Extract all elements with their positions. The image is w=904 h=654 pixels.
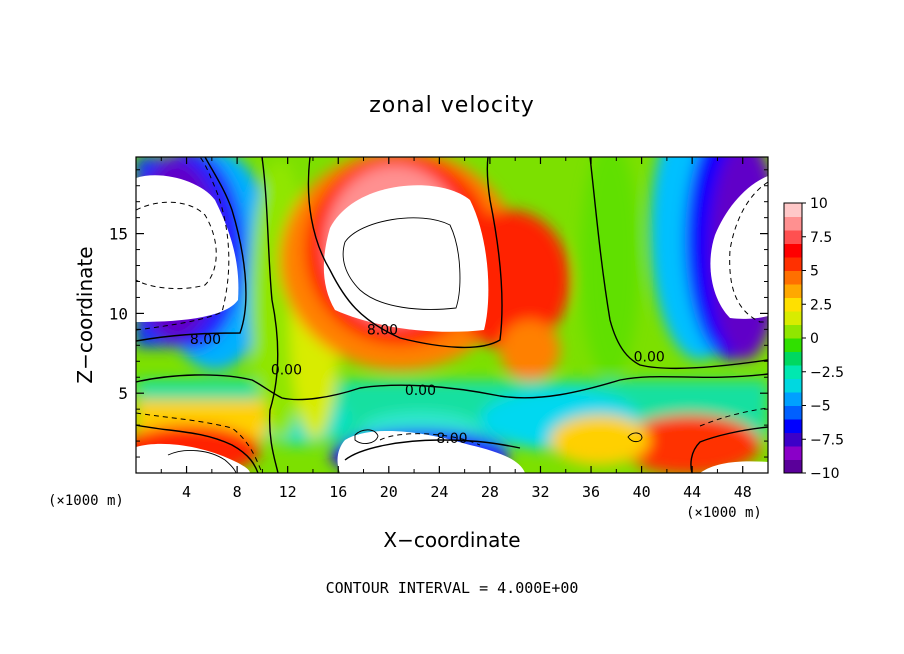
- colorbar-swatch: [784, 406, 802, 420]
- colorbar-swatch: [784, 271, 802, 285]
- x-tick-label: 44: [683, 483, 701, 501]
- colorbar-swatch: [784, 284, 802, 298]
- colorbar-tick-label: −5: [810, 399, 831, 415]
- colorbar-tick-label: 7.5: [810, 230, 832, 246]
- x-tick-label: 8: [233, 483, 242, 501]
- colorbar-swatch: [784, 365, 802, 379]
- contour-label: 8.00: [367, 322, 398, 338]
- colorbar-swatch: [784, 217, 802, 231]
- colorbar-swatch: [784, 392, 802, 406]
- colorbar-swatch: [784, 298, 802, 312]
- x-unit-label-left: (×1000 m): [48, 493, 124, 509]
- contour-label: 8.00: [436, 431, 467, 447]
- colorbar: 10 7.5 5 2.5 0 −2.5 −5 −7.5 −10: [784, 196, 844, 482]
- colorbar-tick-label: 2.5: [810, 297, 832, 313]
- x-tick-label: 28: [481, 483, 499, 501]
- colorbar-swatch: [784, 446, 802, 460]
- x-tick-label: 16: [329, 483, 347, 501]
- colorbar-swatch: [784, 257, 802, 271]
- colorbar-tick-label: 0: [810, 331, 819, 347]
- colorbar-tick-label: −2.5: [810, 365, 844, 381]
- x-tick-label: 36: [582, 483, 600, 501]
- y-tick-label: 5: [118, 384, 128, 403]
- x-tick-label: 32: [531, 483, 549, 501]
- contour-label: 0.00: [271, 362, 302, 378]
- y-tick-label: 10: [109, 304, 128, 323]
- contour-label: 0.00: [405, 383, 436, 399]
- x-tick-label: 12: [279, 483, 297, 501]
- y-axis-title: Z−coordinate: [73, 246, 97, 383]
- x-tick-label: 4: [182, 483, 191, 501]
- x-tick-label: 24: [430, 483, 448, 501]
- colorbar-swatch: [784, 338, 802, 352]
- contour-label: 8.00: [190, 332, 221, 348]
- colorbar-swatch: [784, 419, 802, 433]
- chart-title: zonal velocity: [369, 93, 535, 118]
- colorbar-swatch: [784, 379, 802, 393]
- colorbar-swatch: [784, 325, 802, 339]
- colorbar-swatch: [784, 352, 802, 366]
- colorbar-swatch: [784, 203, 802, 217]
- y-tick-label: 15: [109, 225, 128, 244]
- contour-label: 0.00: [634, 349, 665, 365]
- colorbar-swatch: [784, 230, 802, 244]
- colorbar-swatch: [784, 311, 802, 325]
- x-tick-label: 48: [734, 483, 752, 501]
- colorbar-tick-label: 10: [810, 196, 828, 212]
- colorbar-tick-label: −10: [810, 466, 840, 482]
- colorbar-tick-label: 5: [810, 264, 819, 280]
- colorbar-swatch: [784, 433, 802, 447]
- x-tick-label: 20: [380, 483, 398, 501]
- x-tick-label: 40: [633, 483, 651, 501]
- x-axis-title: X−coordinate: [383, 528, 520, 552]
- colorbar-swatch: [784, 244, 802, 258]
- colorbar-tick-label: −7.5: [810, 432, 844, 448]
- x-unit-label-right: (×1000 m): [686, 505, 762, 521]
- colorbar-swatch: [784, 460, 802, 474]
- contour-interval-note: CONTOUR INTERVAL = 4.000E+00: [326, 579, 579, 597]
